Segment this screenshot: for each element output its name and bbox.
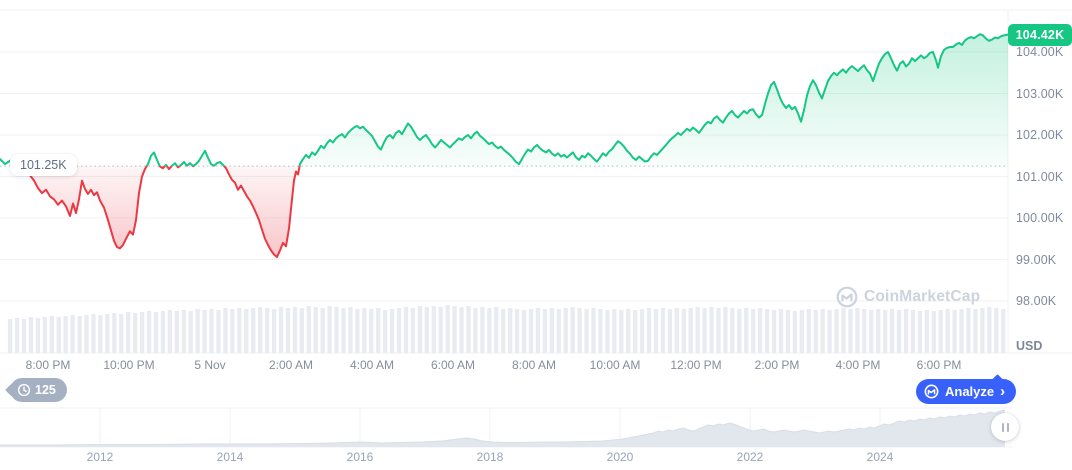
analyze-button[interactable]: Analyze › bbox=[916, 379, 1017, 404]
timeline-minichart[interactable] bbox=[0, 408, 1006, 447]
y-axis-label: 101.00K bbox=[1016, 169, 1064, 184]
y-axis-label: 103.00K bbox=[1016, 86, 1064, 101]
x-axis-label: 4:00 AM bbox=[349, 358, 395, 372]
coinmarketcap-watermark: CoinMarketCap bbox=[836, 286, 980, 308]
x-axis-label: 6:00 PM bbox=[916, 358, 962, 372]
x-axis-label: 2:00 PM bbox=[754, 358, 800, 372]
x-axis-label: 8:00 PM bbox=[25, 358, 71, 372]
y-axis-label: 102.00K bbox=[1016, 128, 1064, 142]
timeline-year-label: 2020 bbox=[606, 450, 634, 464]
x-axis-label: 8:00 AM bbox=[511, 358, 557, 372]
price-line-green bbox=[0, 33, 1008, 167]
timeline-area bbox=[0, 410, 1005, 447]
x-axis-label: 2:00 AM bbox=[268, 358, 314, 372]
y-axis-label: 98.00K bbox=[1016, 294, 1057, 308]
y-axis-label: 100.00K bbox=[1016, 211, 1064, 225]
x-axis-label: 10:00 PM bbox=[103, 358, 155, 372]
timeline-year-label: 2022 bbox=[736, 450, 764, 464]
volume-bars bbox=[8, 305, 1006, 353]
timeline-year-label: 2016 bbox=[346, 450, 374, 464]
timeline-year-label: 2024 bbox=[866, 450, 894, 464]
x-axis-label: 4:00 PM bbox=[835, 358, 881, 372]
current-price-badge: 104.42K bbox=[1008, 24, 1072, 46]
x-axis-label: 12:00 PM bbox=[670, 358, 722, 372]
y-axis-label: 104.00K bbox=[1016, 45, 1064, 59]
price-area-below-baseline bbox=[0, 166, 1008, 258]
coinmarketcap-icon bbox=[924, 384, 939, 399]
x-axis-label: 5 Nov bbox=[194, 358, 226, 372]
baseline-price-label: 101.25K bbox=[10, 154, 77, 176]
y-axis-label: 99.00K bbox=[1016, 252, 1057, 267]
x-axis-label: 10:00 AM bbox=[589, 358, 641, 372]
timeline-year-label: 2018 bbox=[476, 450, 504, 464]
timeline-year-label: 2012 bbox=[86, 450, 114, 464]
history-count-badge[interactable]: 125 bbox=[10, 378, 67, 402]
clock-history-icon bbox=[17, 383, 31, 397]
timeline-range-handle[interactable] bbox=[991, 413, 1019, 441]
history-count: 125 bbox=[35, 383, 56, 397]
x-axis-label: 6:00 AM bbox=[430, 358, 476, 372]
price-area-above-baseline bbox=[0, 34, 1008, 167]
watermark-text: CoinMarketCap bbox=[864, 288, 981, 305]
chevron-right-icon: › bbox=[1000, 382, 1006, 400]
timeline-year-label: 2014 bbox=[216, 450, 244, 464]
y-axis-unit: USD bbox=[1016, 339, 1043, 353]
analyze-label: Analyze bbox=[945, 384, 995, 399]
coinmarketcap-logo-icon bbox=[836, 286, 858, 308]
